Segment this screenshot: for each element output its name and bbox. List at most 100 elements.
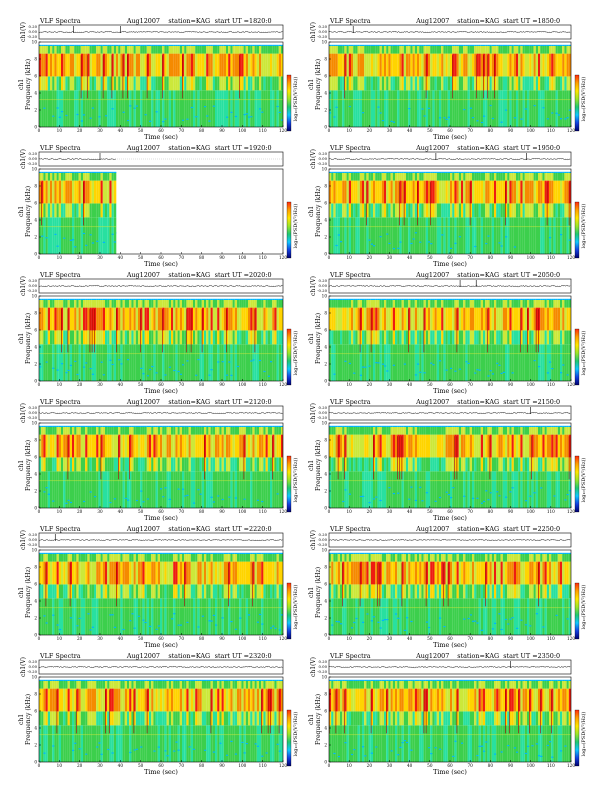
time-axis-label: Time (sec) — [144, 387, 178, 395]
spectrogram-heatmap — [329, 171, 571, 254]
amplitude-tick-label: 0.00 — [319, 537, 328, 542]
amplitude-trace — [328, 411, 571, 415]
spectrogram-panel: VLF Spectra Aug12007 station=KAG start UT =… — [18, 525, 299, 649]
x-tick-label: 10 — [57, 763, 63, 768]
y-tick-label: 6 — [324, 201, 327, 206]
start-value: 2050:0 — [538, 271, 560, 279]
panel-date: Aug12007 — [126, 398, 160, 406]
amplitude-tick-label: 0.00 — [29, 156, 38, 161]
x-tick-label: 110 — [259, 763, 267, 768]
x-tick-label: 110 — [259, 128, 267, 133]
time-axis-label: Time (sec) — [144, 514, 178, 522]
panel-date: Aug12007 — [415, 271, 449, 279]
amplitude-trace — [38, 665, 283, 669]
amplitude-tick-label: 0.20 — [29, 278, 38, 283]
y-tick-label: 8 — [324, 184, 327, 189]
start-prefix: start UT = — [215, 17, 249, 25]
frequency-axis-label: Frequency (kHz) — [25, 186, 32, 237]
x-tick-label: 10 — [57, 509, 63, 514]
amplitude-tick-label: 0.00 — [29, 537, 38, 542]
x-tick-label: 60 — [447, 763, 453, 768]
x-tick-label: 20 — [77, 382, 83, 387]
x-tick-label: 90 — [508, 763, 514, 768]
panel-station: station=KAG — [168, 17, 210, 25]
x-tick-label: 10 — [346, 763, 352, 768]
panel-start-time: start UT =1920:0 — [215, 144, 272, 152]
amplitude-trace — [328, 157, 571, 161]
x-tick-label: 100 — [527, 509, 535, 514]
x-tick-label: 0 — [38, 763, 41, 768]
x-tick-label: 70 — [179, 255, 185, 260]
x-tick-label: 120 — [567, 636, 575, 641]
amplitude-axis-label: ch1(V) — [310, 657, 317, 677]
x-tick-label: 40 — [407, 128, 413, 133]
x-tick-label: 120 — [279, 382, 287, 387]
start-value: 2350:0 — [538, 652, 560, 660]
spectrogram-panel: VLF Spectra Aug12007 station=KAG start UT =… — [308, 271, 587, 395]
x-tick-label: 110 — [259, 255, 267, 260]
y-tick-label: 2 — [34, 362, 37, 367]
x-tick-label: 120 — [279, 509, 287, 514]
time-axis-label: Time (sec) — [144, 133, 178, 141]
colorbar — [286, 455, 292, 513]
frequency-axis-prefix: ch1 — [308, 460, 315, 471]
colorbar-label: log₁₀(PSD(V²/Hz)) — [292, 458, 299, 503]
frequency-axis-prefix: ch1 — [308, 333, 315, 344]
x-tick-label: 0 — [38, 255, 41, 260]
x-tick-label: 20 — [367, 128, 373, 133]
x-tick-label: 90 — [219, 509, 225, 514]
panel-station: station=KAG — [168, 144, 210, 152]
panel-title: VLF Spectra — [39, 144, 81, 152]
start-prefix: start UT = — [215, 525, 249, 533]
panel-date: Aug12007 — [415, 398, 449, 406]
spectrogram-heatmap — [39, 552, 283, 635]
y-tick-label: 8 — [34, 311, 37, 316]
x-tick-label: 0 — [38, 128, 41, 133]
amplitude-tick-label: -0.20 — [317, 542, 327, 547]
frequency-axis-label: Frequency (kHz) — [315, 567, 322, 618]
y-tick-label: 8 — [324, 565, 327, 570]
frequency-axis-label: Frequency (kHz) — [315, 440, 322, 491]
time-axis-label: Time (sec) — [433, 260, 467, 268]
spectrogram-panel: VLF Spectra Aug12007 station=KAG start UT =… — [18, 144, 299, 268]
x-tick-label: 70 — [179, 509, 185, 514]
x-tick-label: 30 — [97, 382, 103, 387]
panel-start-time: start UT =2220:0 — [215, 525, 272, 533]
x-tick-label: 50 — [427, 509, 433, 514]
panel-date: Aug12007 — [126, 271, 160, 279]
x-tick-label: 10 — [346, 636, 352, 641]
x-tick-label: 40 — [407, 763, 413, 768]
y-tick-label: 4 — [34, 472, 37, 477]
y-tick-label: 0 — [34, 252, 37, 257]
spectrogram-heatmap — [39, 298, 283, 381]
x-tick-label: 80 — [199, 382, 205, 387]
frequency-axis-label: Frequency (kHz) — [315, 313, 322, 364]
x-tick-label: 10 — [57, 128, 63, 133]
amplitude-trace — [38, 30, 283, 34]
amplitude-tick-label: 0.00 — [29, 29, 38, 34]
x-tick-label: 30 — [387, 636, 393, 641]
x-tick-label: 50 — [138, 636, 144, 641]
x-tick-label: 110 — [547, 636, 555, 641]
x-tick-label: 100 — [527, 255, 535, 260]
spectrogram-heatmap — [39, 44, 283, 127]
colorbar-label: log₁₀(PSD(V²/Hz)) — [292, 712, 299, 757]
y-tick-label: 6 — [324, 455, 327, 460]
x-tick-label: 70 — [467, 255, 473, 260]
y-tick-label: 2 — [324, 743, 327, 748]
x-tick-label: 40 — [407, 636, 413, 641]
x-tick-label: 40 — [118, 382, 124, 387]
panel-date: Aug12007 — [126, 525, 160, 533]
y-tick-label: 10 — [322, 675, 328, 680]
x-tick-label: 90 — [508, 636, 514, 641]
x-tick-label: 80 — [199, 509, 205, 514]
y-tick-label: 8 — [324, 311, 327, 316]
y-tick-label: 8 — [34, 57, 37, 62]
amplitude-tick-label: -0.20 — [27, 34, 37, 39]
time-axis-label: Time (sec) — [433, 387, 467, 395]
y-tick-label: 10 — [322, 294, 328, 299]
x-tick-label: 60 — [158, 763, 164, 768]
frequency-axis-prefix: ch1 — [308, 79, 315, 90]
y-tick-label: 8 — [34, 692, 37, 697]
x-tick-label: 10 — [346, 128, 352, 133]
